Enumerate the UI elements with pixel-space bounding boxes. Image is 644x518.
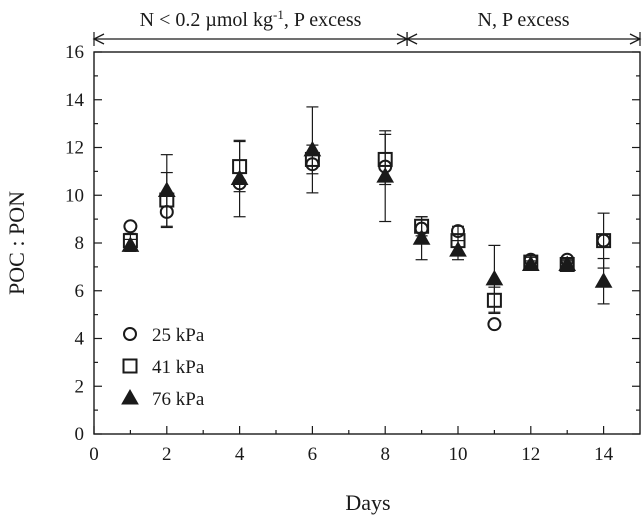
point-76-kpa <box>376 167 395 183</box>
point-76-kpa <box>121 236 140 252</box>
annotation-label-2: N, P excess <box>478 9 570 31</box>
y-tick-label: 16 <box>65 42 84 63</box>
point-76-kpa <box>230 169 249 186</box>
y-tick-label: 6 <box>75 281 85 302</box>
point-25-kpa <box>487 317 502 332</box>
y-tick-label: 2 <box>75 376 85 397</box>
annotation-text-tail: , P excess <box>284 9 362 31</box>
x-tick-label: 14 <box>594 444 614 465</box>
axes-layer: 0 2 4 6 8 10 12 14 0 2 4 6 8 10 12 14 16 <box>65 42 641 465</box>
x-tick-label: 10 <box>449 444 468 465</box>
legend: 25 kPa 41 kPa 76 kPa <box>121 325 205 410</box>
annotation-superscript: -1 <box>273 7 284 22</box>
x-axis-label: Days <box>345 490 390 515</box>
legend-label-41-kpa: 41 kPa <box>152 357 205 378</box>
legend-marker-76-kpa <box>121 388 139 405</box>
error-bars-layer <box>124 106 610 315</box>
point-25-kpa <box>123 219 138 234</box>
x-tick-label: 6 <box>308 444 318 465</box>
annotation-text: N < 0.2 µmol kg <box>140 9 273 31</box>
x-tick-label: 4 <box>235 444 245 465</box>
point-76-kpa <box>449 241 467 257</box>
markers-layer <box>121 140 613 332</box>
annotation-layer: N < 0.2 µmol kg-1, P excess N, P excess <box>92 7 642 46</box>
y-tick-label: 8 <box>75 233 85 254</box>
point-76-kpa <box>157 181 176 197</box>
point-76-kpa <box>558 255 577 271</box>
x-tick-label: 2 <box>162 444 172 465</box>
point-76-kpa <box>412 229 431 245</box>
point-41-kpa <box>596 233 612 249</box>
point-41-kpa <box>486 292 502 308</box>
point-76-kpa <box>521 255 540 271</box>
annotation-text: N, P excess <box>478 9 570 31</box>
y-tick-label: 14 <box>65 90 85 111</box>
x-tick-label: 8 <box>380 444 390 465</box>
legend-label-25-kpa: 25 kPa <box>152 325 205 346</box>
legend-marker-41-kpa <box>122 358 138 374</box>
point-76-kpa <box>485 269 504 286</box>
point-76-kpa <box>594 272 613 288</box>
x-tick-label: 0 <box>89 444 99 465</box>
y-tick-label: 0 <box>75 424 85 445</box>
y-tick-label: 12 <box>65 138 84 159</box>
annotation-label-1: N < 0.2 µmol kg-1, P excess <box>140 7 362 32</box>
y-tick-label: 10 <box>65 185 84 206</box>
y-axis-label: POC : PON <box>4 191 29 295</box>
x-tick-label: 12 <box>521 444 540 465</box>
point-41-kpa <box>377 151 393 167</box>
legend-marker-25-kpa <box>123 327 137 341</box>
point-25-kpa <box>451 224 465 239</box>
y-tick-label: 4 <box>75 329 85 350</box>
legend-label-76-kpa: 76 kPa <box>152 389 205 410</box>
point-76-kpa <box>303 140 322 157</box>
